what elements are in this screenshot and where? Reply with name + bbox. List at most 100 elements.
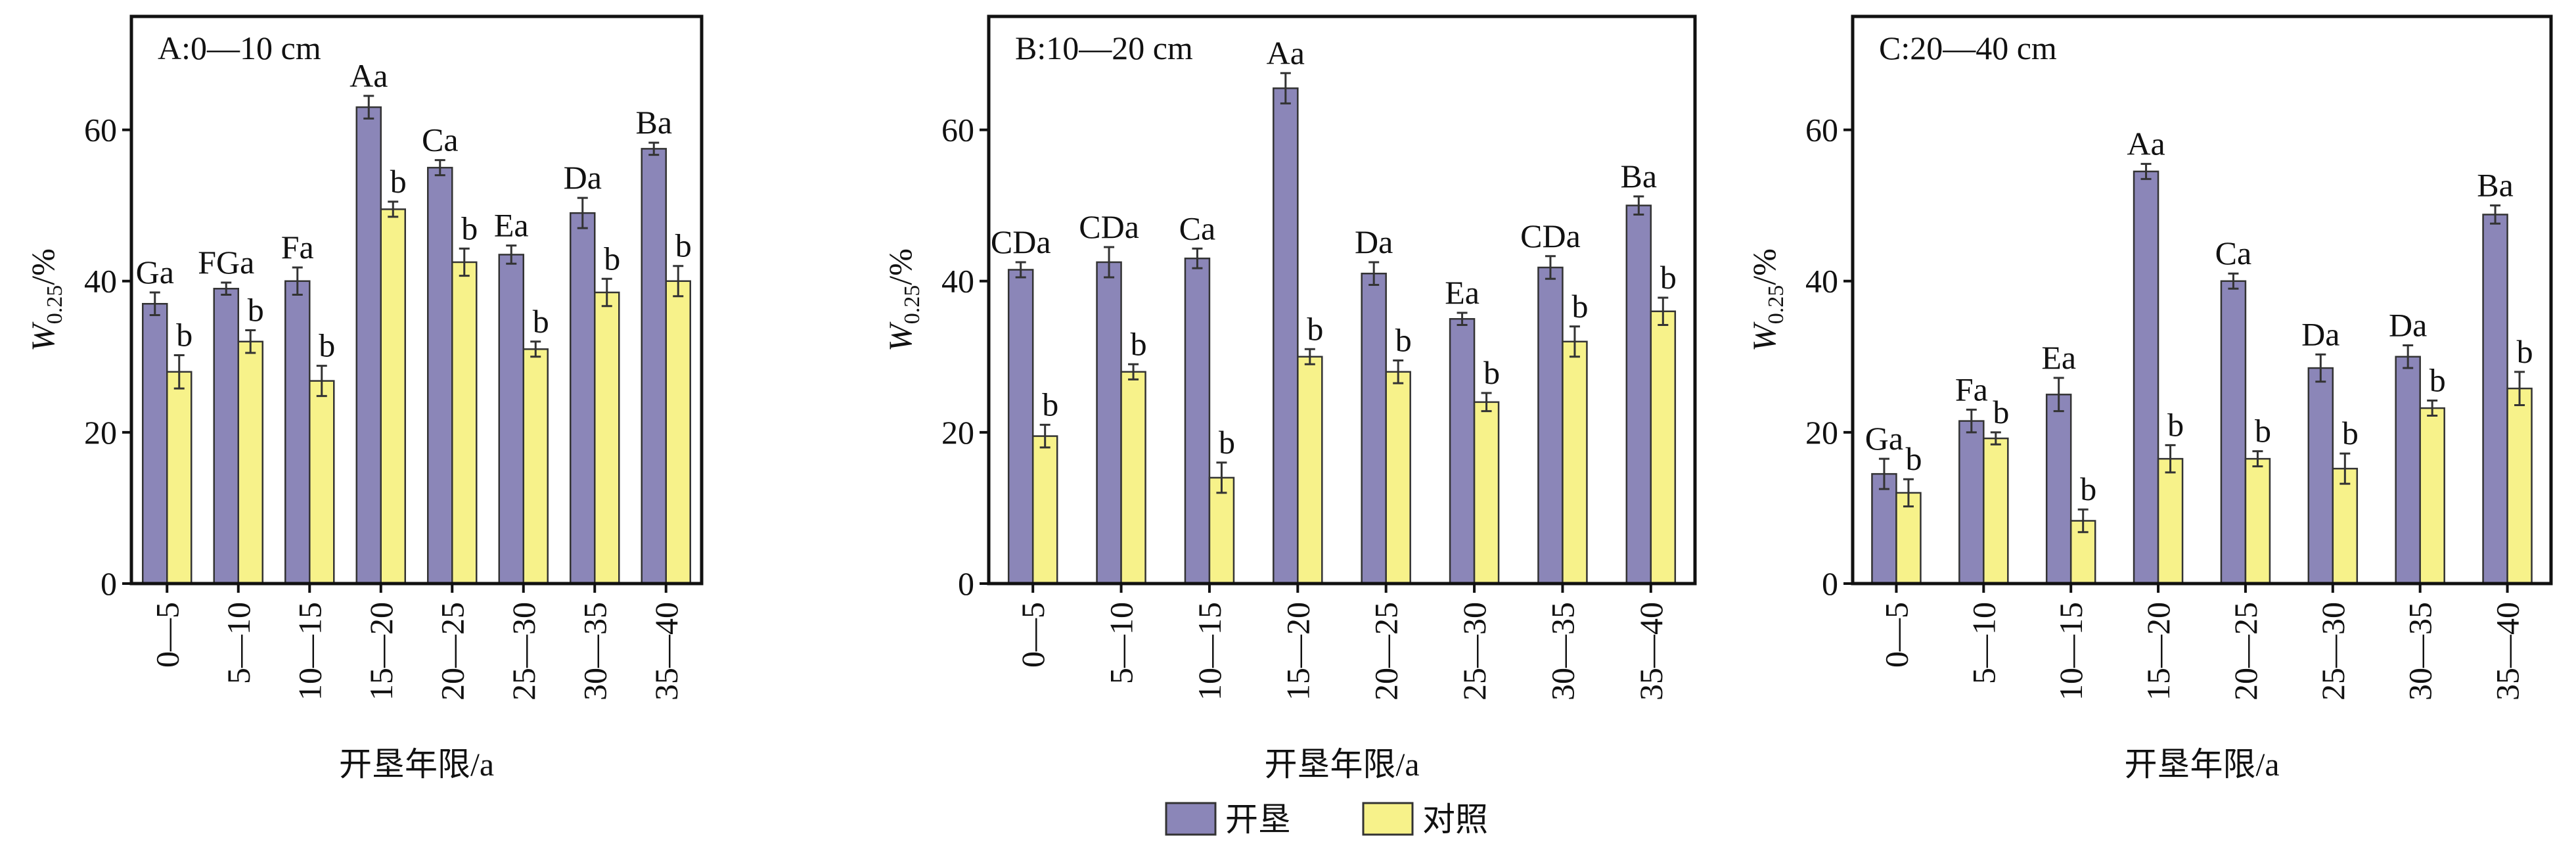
bar	[2307, 367, 2334, 585]
legend: 开垦 对照	[1165, 801, 1488, 838]
bar	[1385, 371, 1411, 585]
bar	[355, 106, 382, 585]
bar	[498, 254, 524, 585]
significance-label: Ca	[422, 122, 459, 158]
error-bar	[1039, 423, 1051, 449]
y-axis-label: W0.25/%	[882, 248, 924, 352]
error-bar	[363, 95, 374, 120]
significance-label: Fa	[1955, 371, 1988, 407]
y-axis-label-main: W	[24, 321, 61, 352]
y-tick-label: 20	[941, 414, 974, 451]
x-tick-label: 30—35	[1544, 602, 1581, 701]
significance-label: b	[1131, 325, 1147, 362]
error-bar	[1481, 392, 1492, 413]
error-bar	[2140, 162, 2152, 180]
bar	[1361, 272, 1387, 585]
error-bar	[1104, 246, 1115, 279]
bar	[1871, 473, 1897, 585]
error-bar	[2315, 353, 2326, 383]
error-bar	[434, 159, 445, 177]
significance-label: b	[604, 240, 620, 277]
significance-label: Da	[2301, 315, 2339, 352]
significance-label: b	[2429, 362, 2446, 399]
significance-label: CDa	[991, 223, 1051, 260]
bar	[2157, 457, 2184, 585]
legend-swatch	[1165, 802, 1217, 836]
significance-label: Fa	[281, 229, 314, 265]
error-bar	[1128, 363, 1139, 380]
y-axis-label-main: W	[882, 321, 918, 352]
panel: 02040600—5Gab5—10FGab10—15Fab15—20Aab20—…	[24, 14, 704, 783]
significance-label: b	[248, 292, 264, 329]
x-tick-label: 5—10	[1103, 602, 1140, 684]
error-bar	[1569, 325, 1580, 358]
significance-label: Ba	[635, 104, 672, 141]
x-axis-label: 开垦年限/a	[1264, 746, 1419, 783]
error-bar	[2252, 450, 2263, 468]
x-tick-label: 30—35	[2402, 602, 2439, 701]
bar	[1449, 318, 1476, 585]
significance-label: Ga	[1865, 420, 1903, 457]
bar	[2506, 387, 2533, 585]
panel: 02040600—5Gab5—10Fab10—15Eab15—20Aab20—2…	[1746, 14, 2553, 783]
x-tick-label: 30—35	[576, 602, 613, 701]
significance-label: b	[1483, 354, 1500, 391]
bar	[1184, 257, 1211, 585]
significance-label: b	[2342, 415, 2359, 451]
y-axis-label-main: W	[1746, 321, 1782, 352]
bar	[1983, 437, 2009, 585]
significance-label: b	[390, 163, 407, 200]
error-bar	[1457, 311, 1468, 326]
x-tick-label: 0—5	[1014, 602, 1051, 668]
bar	[1031, 435, 1058, 585]
x-axis-label: 开垦年限/a	[2124, 746, 2279, 783]
significance-label: Da	[564, 159, 602, 196]
x-tick-label: 15—20	[1279, 602, 1316, 701]
y-tick-label: 60	[941, 112, 974, 149]
error-bar	[1658, 296, 1669, 326]
bar	[2244, 457, 2271, 585]
legend-swatch	[1362, 802, 1414, 836]
error-bar	[601, 277, 612, 308]
error-bar	[459, 247, 470, 277]
bar	[1273, 87, 1299, 585]
significance-label: b	[533, 303, 549, 340]
error-bar	[648, 141, 660, 156]
x-tick-label: 25—30	[2315, 602, 2351, 701]
bar	[2332, 467, 2359, 585]
bar	[1562, 340, 1588, 585]
bar	[237, 340, 263, 585]
panel-title: B:10—20 cm	[1015, 30, 1193, 66]
error-bar	[1280, 72, 1291, 104]
bar	[1120, 371, 1146, 585]
significance-label: b	[2080, 471, 2096, 507]
panel-title: A:0—10 cm	[158, 30, 321, 66]
error-bar	[2228, 272, 2239, 290]
y-axis-label-sub: 0.25	[43, 285, 67, 325]
significance-label: b	[1571, 288, 1588, 325]
significance-label: Da	[1355, 223, 1393, 260]
significance-label: Ea	[494, 207, 529, 244]
error-bar	[149, 291, 160, 317]
significance-label: Aa	[1267, 34, 1305, 71]
error-bar	[1545, 255, 1556, 280]
significance-label: Ca	[1179, 210, 1216, 246]
bar	[1297, 356, 1323, 585]
y-tick-label: 40	[941, 263, 974, 300]
x-tick-label: 0—5	[148, 602, 185, 668]
bar	[1958, 420, 1985, 585]
error-bar	[1192, 247, 1203, 269]
significance-label: b	[1042, 386, 1058, 423]
bar	[2395, 356, 2421, 585]
x-tick-label: 5—10	[220, 602, 257, 684]
error-bar	[292, 266, 303, 296]
plot-frame	[129, 14, 704, 586]
bar	[142, 303, 168, 585]
significance-label: b	[176, 316, 192, 353]
bar	[309, 380, 335, 585]
bar	[2419, 407, 2445, 585]
error-bar	[2165, 444, 2176, 474]
error-bar	[2490, 204, 2501, 225]
significance-label: CDa	[1079, 208, 1139, 245]
